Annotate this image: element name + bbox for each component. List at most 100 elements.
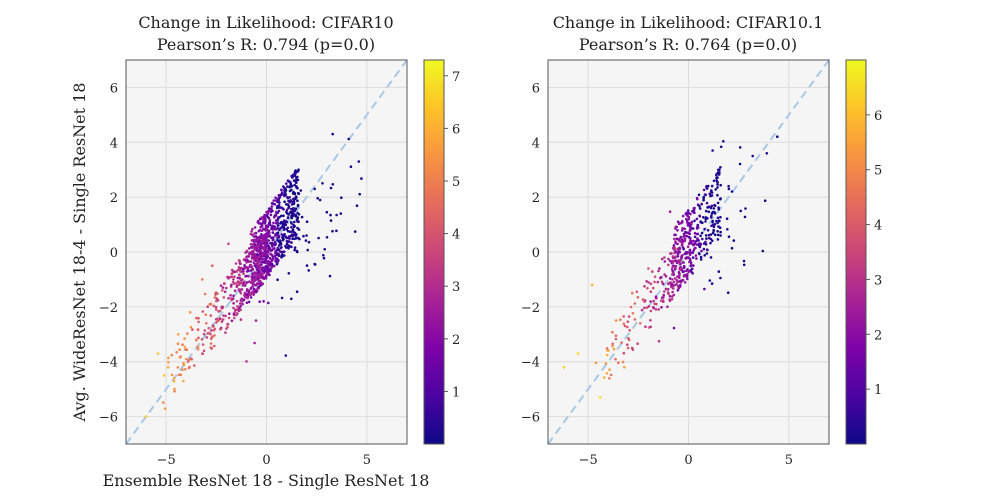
scatter-point: [683, 281, 687, 284]
scatter-point: [687, 242, 691, 246]
scatter-point: [265, 271, 268, 274]
scatter-point: [279, 241, 283, 245]
scatter-point: [251, 267, 254, 270]
scatter-point: [686, 245, 690, 248]
scatter-point: [258, 235, 262, 238]
scatter-point: [258, 247, 262, 250]
scatter-point: [201, 343, 205, 346]
scatter-point: [265, 237, 268, 241]
scatter-point: [727, 235, 731, 238]
scatter-point: [255, 288, 259, 292]
scatter-point: [708, 279, 712, 282]
scatter-point: [210, 335, 214, 339]
scatter-point: [239, 277, 242, 281]
scatter-point: [685, 255, 689, 259]
scatter-point: [170, 353, 173, 357]
scatter-point: [676, 280, 679, 284]
scatter-point: [706, 217, 709, 220]
scatter-point: [671, 261, 675, 264]
scatter-point: [646, 286, 649, 290]
scatter-point: [313, 187, 317, 191]
scatter-point: [663, 256, 666, 259]
scatter-point: [219, 327, 222, 331]
scatter-point: [672, 244, 676, 247]
scatter-point: [715, 219, 718, 223]
scatter-point: [739, 209, 742, 213]
scatter-point: [329, 186, 333, 190]
scatter-point: [254, 319, 258, 322]
scatter-point: [331, 183, 335, 186]
scatter-point: [248, 247, 251, 250]
scatter-point: [243, 293, 246, 297]
scatter-point: [293, 237, 296, 241]
chart-1-subtitle: Pearson’s R: 0.794 (p=0.0): [157, 35, 375, 54]
scatter-point: [707, 210, 711, 214]
scatter-point: [285, 208, 289, 212]
scatter-point: [240, 266, 243, 270]
scatter-point: [247, 274, 250, 278]
scatter-point: [614, 319, 618, 322]
scatter-point: [294, 196, 297, 200]
chart-1-y-axis-label: Avg. WideResNet 18-4 - Single ResNet 18: [70, 83, 89, 423]
scatter-point: [262, 234, 266, 237]
scatter-point: [651, 270, 654, 273]
scatter-point: [282, 228, 286, 231]
scatter-point: [717, 219, 721, 222]
scatter-point: [202, 332, 206, 336]
scatter-point: [265, 235, 269, 238]
scatter-point: [598, 396, 602, 399]
scatter-point: [291, 237, 294, 241]
scatter-point: [713, 210, 716, 214]
scatter-point: [296, 203, 300, 207]
scatter-point: [340, 196, 343, 199]
scatter-point: [284, 244, 287, 248]
scatter-point: [627, 315, 631, 318]
scatter-point: [262, 271, 266, 275]
scatter-point: [252, 254, 256, 258]
scatter-point: [245, 288, 249, 291]
scatter-point: [636, 342, 639, 346]
x-tick-label: 5: [785, 453, 793, 468]
scatter-point: [673, 265, 677, 269]
scatter-point: [329, 213, 332, 217]
scatter-point: [249, 287, 253, 291]
scatter-point: [216, 319, 220, 323]
scatter-point: [647, 267, 650, 270]
scatter-point: [277, 198, 281, 202]
scatter-point: [661, 282, 665, 286]
scatter-point: [181, 343, 184, 347]
scatter-point: [696, 203, 700, 206]
scatter-point: [691, 251, 695, 254]
scatter-point: [240, 288, 244, 291]
scatter-point: [742, 259, 746, 263]
scatter-point: [258, 282, 261, 286]
scatter-point: [316, 197, 320, 200]
scatter-point: [662, 295, 665, 299]
scatter-point: [253, 232, 256, 235]
scatter-point: [604, 362, 608, 365]
scatter-point: [274, 233, 277, 236]
scatter-point: [221, 289, 224, 292]
scatter-point: [629, 305, 633, 309]
scatter-point: [253, 341, 256, 345]
scatter-point: [622, 351, 626, 355]
scatter-point: [660, 306, 663, 309]
scatter-point: [242, 272, 245, 276]
scatter-point: [281, 207, 285, 210]
scatter-point: [631, 291, 634, 295]
y-tick-label: 0: [532, 246, 540, 261]
colorbar-tick-label: 7: [452, 70, 460, 85]
scatter-point: [730, 246, 734, 250]
scatter-point: [710, 282, 714, 285]
scatter-point: [280, 296, 284, 300]
scatter-point: [681, 279, 685, 282]
scatter-point: [302, 234, 305, 238]
scatter-point: [704, 243, 708, 246]
scatter-point: [226, 322, 230, 326]
scatter-point: [590, 283, 594, 287]
scatter-point: [296, 186, 299, 190]
scatter-point: [722, 140, 725, 143]
chart-1-ticks: −5 0 5 −6 −4 −2 0 2 4 6: [99, 81, 371, 468]
y-tick-label: −2: [521, 301, 540, 316]
scatter-point: [231, 280, 235, 284]
